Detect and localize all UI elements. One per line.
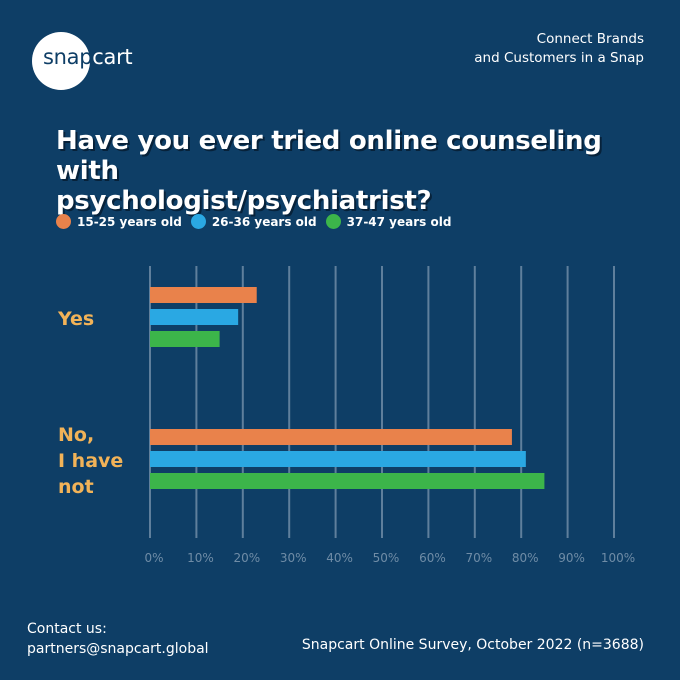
chart-title: Have you ever tried online counseling wi… (56, 126, 656, 216)
x-tick-label: 0% (144, 551, 163, 565)
category-no-line2: I have (58, 450, 124, 472)
x-tick-label: 50% (373, 551, 400, 565)
category-label-no-i-have-not: No, I have not (58, 422, 123, 500)
legend-item-26-36: 26-36 years old (190, 214, 317, 229)
logo-text-part1: snap (43, 45, 93, 69)
bar (150, 331, 220, 347)
survey-source: Snapcart Online Survey, October 2022 (n=… (301, 637, 644, 653)
x-tick-label: 70% (465, 551, 492, 565)
bar (150, 287, 257, 303)
x-tick-label: 20% (233, 551, 260, 565)
legend-dot-37-47 (325, 214, 341, 229)
bar (150, 451, 526, 467)
snapcart-logo: snapcart (43, 45, 133, 69)
x-tick-label: 30% (280, 551, 307, 565)
x-tick-label: 90% (558, 551, 585, 565)
bar (150, 473, 545, 489)
snapcart-logo-circle (32, 32, 90, 90)
legend-label-15-25: 15-25 years old (77, 214, 182, 229)
tagline-line1: Connect Brands (536, 31, 644, 47)
category-no-line1: No, (58, 424, 95, 446)
legend-label-26-36: 26-36 years old (211, 214, 317, 229)
x-tick-label: 40% (326, 551, 353, 565)
bar (150, 309, 239, 325)
legend-item-37-47: 37-47 years old (325, 214, 452, 229)
bars (150, 287, 545, 489)
category-yes-line1: Yes (58, 308, 95, 330)
legend-item-15-25: 15-25 years old (56, 214, 182, 229)
bar (150, 429, 512, 445)
tagline-line2: and Customers in a Snap (474, 50, 644, 66)
contact-block: Contact us: partners@snapcart.global (27, 619, 209, 659)
chart-legend: 15-25 years old 26-36 years old 37-47 ye… (56, 214, 460, 229)
x-tick-label: 60% (419, 551, 446, 565)
gridlines (149, 266, 615, 538)
x-axis-ticks: 0% 10% 20% 30% 40% 50% 60% 70% 80% 90% 100% (144, 551, 635, 565)
chart-title-line2: psychologist/psychiatrist? (56, 186, 432, 216)
tagline: Connect Brands and Customers in a Snap (474, 30, 644, 68)
logo-text-part2: cart (92, 45, 133, 69)
x-tick-label: 100% (601, 551, 635, 565)
x-tick-label: 10% (187, 551, 214, 565)
contact-email[interactable]: partners@snapcart.global (27, 641, 209, 657)
contact-label: Contact us: (27, 621, 107, 637)
category-label-yes: Yes (58, 306, 94, 332)
x-tick-label: 80% (512, 551, 539, 565)
chart-title-line1: Have you ever tried online counseling wi… (56, 126, 602, 186)
legend-label-37-47: 37-47 years old (346, 214, 452, 229)
category-no-line3: not (58, 476, 94, 498)
legend-dot-15-25 (56, 214, 71, 229)
legend-dot-26-36 (190, 214, 206, 229)
